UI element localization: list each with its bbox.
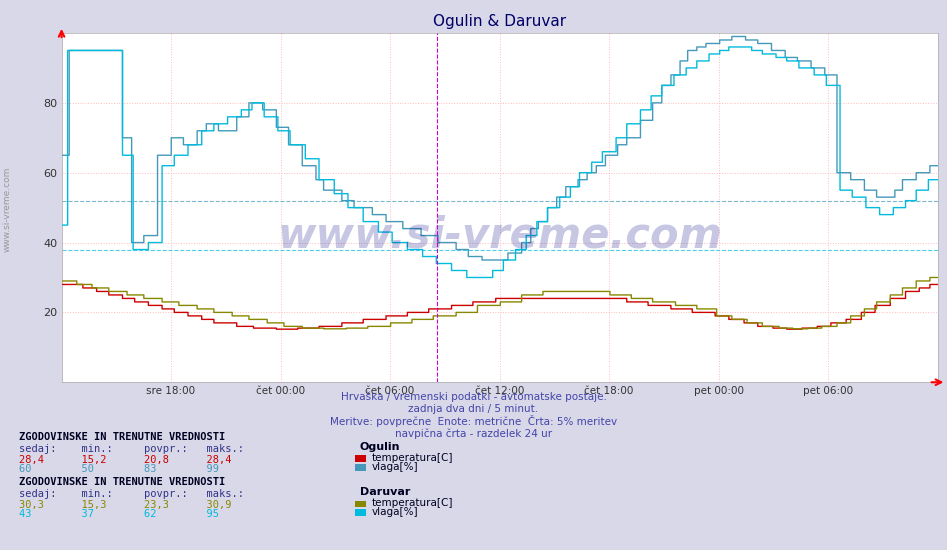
Text: www.si-vreme.com: www.si-vreme.com <box>3 166 12 252</box>
Text: zadnja dva dni / 5 minut.: zadnja dva dni / 5 minut. <box>408 404 539 415</box>
Text: 60        50        83        99: 60 50 83 99 <box>19 464 219 474</box>
Text: 30,3      15,3      23,3      30,9: 30,3 15,3 23,3 30,9 <box>19 500 231 510</box>
Text: vlaga[%]: vlaga[%] <box>371 507 418 517</box>
Text: www.si-vreme.com: www.si-vreme.com <box>277 214 722 256</box>
Text: temperatura[C]: temperatura[C] <box>371 453 453 463</box>
Text: navpična črta - razdelek 24 ur: navpična črta - razdelek 24 ur <box>395 428 552 439</box>
Text: vlaga[%]: vlaga[%] <box>371 461 418 472</box>
Text: 43        37        62        95: 43 37 62 95 <box>19 509 219 519</box>
Text: sedaj:    min.:     povpr.:   maks.:: sedaj: min.: povpr.: maks.: <box>19 444 244 454</box>
Text: Daruvar: Daruvar <box>360 487 410 497</box>
Text: ZGODOVINSKE IN TRENUTNE VREDNOSTI: ZGODOVINSKE IN TRENUTNE VREDNOSTI <box>19 477 225 487</box>
Text: ZGODOVINSKE IN TRENUTNE VREDNOSTI: ZGODOVINSKE IN TRENUTNE VREDNOSTI <box>19 432 225 442</box>
Text: Meritve: povprečne  Enote: metrične  Črta: 5% meritev: Meritve: povprečne Enote: metrične Črta:… <box>330 415 617 427</box>
Title: Ogulin & Daruvar: Ogulin & Daruvar <box>433 14 566 29</box>
Text: sedaj:    min.:     povpr.:   maks.:: sedaj: min.: povpr.: maks.: <box>19 489 244 499</box>
Text: 28,4      15,2      20,8      28,4: 28,4 15,2 20,8 28,4 <box>19 455 231 465</box>
Text: temperatura[C]: temperatura[C] <box>371 498 453 508</box>
Text: Ogulin: Ogulin <box>360 442 401 452</box>
Text: Hrvaška / vremenski podatki - avtomatske postaje.: Hrvaška / vremenski podatki - avtomatske… <box>341 392 606 403</box>
